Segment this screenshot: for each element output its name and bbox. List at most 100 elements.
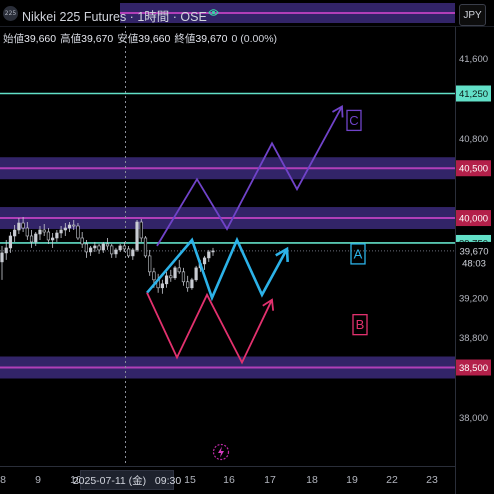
- candle: [89, 245, 93, 256]
- ohlc-legend: 始値39,660 高値39,670 安値39,660 終値39,670 0 (0.00%…: [3, 31, 277, 46]
- scenario-label-box-C: [346, 109, 362, 132]
- candle: [67, 222, 72, 232]
- currency-button[interactable]: JPY: [459, 4, 486, 26]
- scenario-arrow-B: [262, 298, 275, 311]
- candle-body: [186, 281, 190, 289]
- candle: [38, 226, 42, 240]
- candle: [13, 225, 17, 242]
- candle-body: [114, 249, 118, 255]
- price-tag-41,250: 41,250: [459, 89, 488, 100]
- scenario-path-A: [146, 236, 289, 302]
- y-tick-40,800: 40,800: [459, 134, 488, 145]
- scenario-label-box-A: [350, 243, 366, 265]
- candle-body: [29, 235, 34, 243]
- symbol-logo-icon[interactable]: 225: [3, 6, 18, 21]
- candle-body: [173, 267, 177, 279]
- candle: [101, 241, 105, 253]
- x-tick-19: 19: [346, 474, 358, 486]
- x-tick-23: 23: [426, 474, 438, 486]
- x-tick-9: 9: [35, 474, 41, 486]
- y-tick-38,800: 38,800: [459, 333, 488, 344]
- candle-body: [51, 237, 55, 241]
- candle-body: [160, 283, 164, 289]
- candle-body: [67, 224, 72, 229]
- candle: [105, 237, 110, 250]
- candle-body: [72, 224, 76, 227]
- candle: [207, 249, 211, 262]
- scenario-arrow-C: [332, 104, 344, 118]
- y-tick-41,600: 41,600: [459, 54, 488, 65]
- candle: [72, 220, 76, 231]
- candle: [202, 255, 207, 270]
- candle-body: [8, 235, 13, 249]
- candle-body: [59, 229, 63, 234]
- last-price-tag-bg: [456, 241, 494, 270]
- candle: [148, 249, 152, 276]
- symbol-title[interactable]: Nikkei 225 Futures · 1時間 · OSE: [22, 10, 207, 24]
- candle: [135, 220, 139, 252]
- candle-body: [110, 245, 114, 255]
- low-value: 39,660: [138, 33, 171, 45]
- candle: [25, 222, 29, 240]
- candle-body: [42, 229, 46, 233]
- candle: [131, 247, 135, 260]
- price-tag-bg-41,250: [456, 85, 491, 102]
- candle-body: [143, 237, 148, 257]
- candle-body: [139, 221, 143, 239]
- candle: [127, 245, 131, 258]
- candle: [110, 243, 114, 258]
- eye-icon[interactable]: [208, 7, 219, 18]
- candle-body: [46, 231, 51, 241]
- candle: [17, 218, 21, 234]
- candles: [0, 217, 215, 294]
- open-label: 始値: [3, 33, 24, 45]
- lightning-icon[interactable]: [212, 443, 230, 461]
- x-tick-10: 10: [70, 474, 82, 486]
- candle-body: [207, 251, 211, 259]
- close-value: 39,670: [195, 33, 228, 45]
- scenario-path-B: [146, 292, 273, 365]
- candle-body: [21, 222, 25, 229]
- candle-body: [169, 275, 173, 279]
- candle: [173, 265, 177, 280]
- candle-body: [122, 245, 126, 250]
- candle-body: [0, 252, 4, 263]
- candle-body: [148, 255, 152, 273]
- candle: [194, 265, 198, 282]
- candle: [42, 224, 46, 236]
- candle-body: [105, 243, 110, 247]
- candle: [34, 231, 38, 246]
- x-tick-16: 16: [223, 474, 235, 486]
- scenario-label-C: C: [349, 113, 358, 128]
- candle-body: [89, 247, 93, 253]
- x-tick-18: 18: [306, 474, 318, 486]
- candle: [143, 235, 148, 258]
- price-tag-bg-38,500: [456, 359, 491, 376]
- candle: [55, 230, 59, 242]
- candle: [118, 243, 122, 252]
- candle: [211, 247, 215, 256]
- candle-body: [17, 222, 21, 231]
- candle-body: [135, 221, 139, 251]
- price-tag-40,000: 40,000: [459, 214, 488, 225]
- candle: [114, 247, 118, 258]
- candle-body: [211, 250, 215, 253]
- candle: [46, 228, 51, 244]
- price-tag-40,500: 40,500: [459, 164, 488, 175]
- candle: [21, 217, 25, 232]
- scenario-label-A: A: [354, 246, 363, 261]
- candle-body: [38, 229, 42, 235]
- y-tick-39,200: 39,200: [459, 293, 488, 304]
- candle: [63, 223, 67, 236]
- high-label: 高値: [60, 33, 82, 45]
- candle-body: [164, 275, 169, 285]
- candle: [93, 241, 97, 252]
- candle-body: [202, 257, 207, 265]
- candle-body: [34, 233, 38, 243]
- chart-header: 225 Nikkei 225 Futures · 1時間 · OSE: [0, 0, 456, 26]
- candle: [51, 232, 55, 248]
- candle: [59, 226, 63, 238]
- candle-body: [131, 249, 135, 257]
